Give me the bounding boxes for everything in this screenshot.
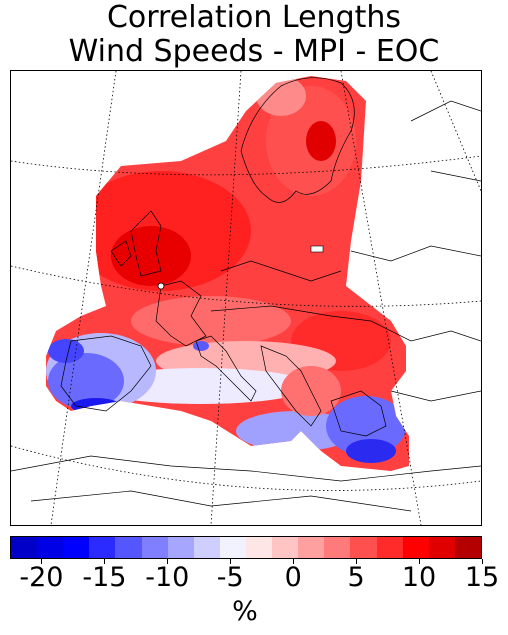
colorbar xyxy=(10,536,482,559)
colorbar-segment xyxy=(219,537,246,558)
colorbar-segment xyxy=(272,537,299,558)
colorbar-unit-label: % xyxy=(232,596,258,627)
colorbar-segment xyxy=(402,537,429,558)
colorbar-segment xyxy=(115,537,142,558)
lake-marker-2 xyxy=(310,245,324,253)
map-panel xyxy=(10,70,482,526)
colorbar-segment xyxy=(167,537,194,558)
colorbar-tick-label: 10 xyxy=(401,562,437,593)
colorbar-segment xyxy=(324,537,351,558)
colorbar-segment xyxy=(63,537,90,558)
colorbar-tick-mark xyxy=(40,559,42,564)
colorbar-tick-label: 15 xyxy=(464,562,500,593)
colorbar-segment xyxy=(141,537,168,558)
colorbar-segment xyxy=(298,537,325,558)
colorbar-tick-label: -10 xyxy=(145,562,190,593)
colorbar-segment xyxy=(454,537,481,558)
colorbar-tick-mark xyxy=(103,559,105,564)
colorbar-tick-label: -5 xyxy=(216,562,244,593)
colorbar-tick-label: 0 xyxy=(284,562,302,593)
colorbar-segment xyxy=(376,537,403,558)
colorbar-segment xyxy=(350,537,377,558)
chart-title-line-1: Correlation Lengths xyxy=(106,0,402,35)
colorbar-segment xyxy=(89,537,116,558)
chart-title-line-2: Wind Speeds - MPI - EOC xyxy=(68,34,440,69)
graticule xyxy=(11,71,481,525)
colorbar-segment xyxy=(245,537,273,558)
colorbar-tick-mark xyxy=(481,559,483,564)
colorbar-tick-mark xyxy=(418,559,420,564)
coastlines xyxy=(11,77,481,512)
europe-field-map xyxy=(11,71,481,525)
colorbar-tick-mark xyxy=(166,559,168,564)
colorbar-tick-mark xyxy=(229,559,231,564)
data-field xyxy=(46,76,409,471)
colorbar-segment xyxy=(11,537,38,558)
colorbar-tick-mark xyxy=(292,559,294,564)
colorbar-segment xyxy=(37,537,64,558)
colorbar-tick-label: -20 xyxy=(19,562,64,593)
colorbar-segment xyxy=(428,537,455,558)
colorbar-segment xyxy=(193,537,220,558)
colorbar-tick-label: 5 xyxy=(347,562,365,593)
colorbar-tick-mark xyxy=(355,559,357,564)
colorbar-tick-label: -15 xyxy=(82,562,127,593)
lake-marker xyxy=(157,282,165,290)
